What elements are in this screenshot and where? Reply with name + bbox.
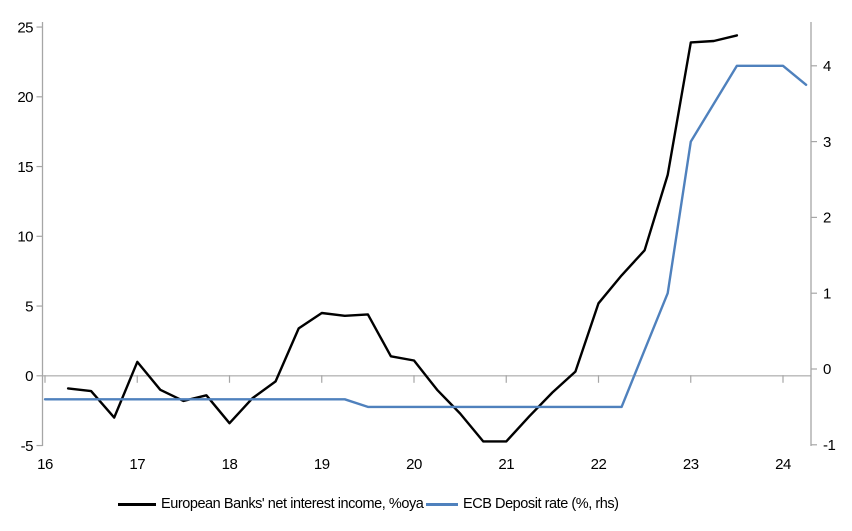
- x-axis-tick-label: 18: [222, 456, 238, 473]
- x-axis-tick-label: 20: [406, 456, 422, 473]
- legend: European Banks' net interest income, %oy…: [0, 495, 852, 515]
- legend-item-net-interest-income: European Banks' net interest income, %oy…: [118, 495, 424, 513]
- ecb-deposit-rate-line: [43, 64, 808, 409]
- left-axis-tick-label: 25: [17, 19, 33, 36]
- right-axis-tick-label: 4: [823, 58, 831, 75]
- x-axis-tick-label: 22: [591, 456, 607, 473]
- x-axis-tick-label: 21: [498, 456, 514, 473]
- x-axis-tick-label: 19: [314, 456, 330, 473]
- black-line-swatch: [118, 502, 156, 506]
- legend-item-ecb-deposit-rate: ECB Deposit rate (%, rhs): [426, 495, 619, 513]
- left-axis-tick-label: 20: [17, 89, 33, 106]
- x-axis-tick-label: 23: [683, 456, 699, 473]
- blue-line-swatch: [426, 502, 458, 506]
- right-axis-tick-label: 0: [823, 361, 831, 378]
- right-axis-tick-label: 1: [823, 285, 831, 302]
- right-axis-tick-label: 2: [823, 210, 831, 227]
- left-axis-tick-label: 10: [17, 229, 33, 246]
- left-axis-tick-label: 5: [25, 298, 33, 315]
- nii-line: [66, 34, 739, 443]
- x-axis-tick-label: 16: [37, 456, 53, 473]
- x-axis-tick-label: 24: [775, 456, 791, 473]
- legend-label-ecb-deposit-rate: ECB Deposit rate (%, rhs): [463, 496, 619, 512]
- legend-label-net-interest-income: European Banks' net interest income, %oy…: [161, 496, 424, 512]
- left-axis-tick-label: 0: [25, 368, 33, 385]
- x-axis-tick-label: 17: [129, 456, 145, 473]
- left-axis-tick-label: -5: [21, 438, 33, 455]
- right-axis-tick-label: 3: [823, 134, 831, 151]
- right-axis-tick-label: -1: [823, 437, 835, 454]
- left-axis-tick-label: 15: [17, 159, 33, 176]
